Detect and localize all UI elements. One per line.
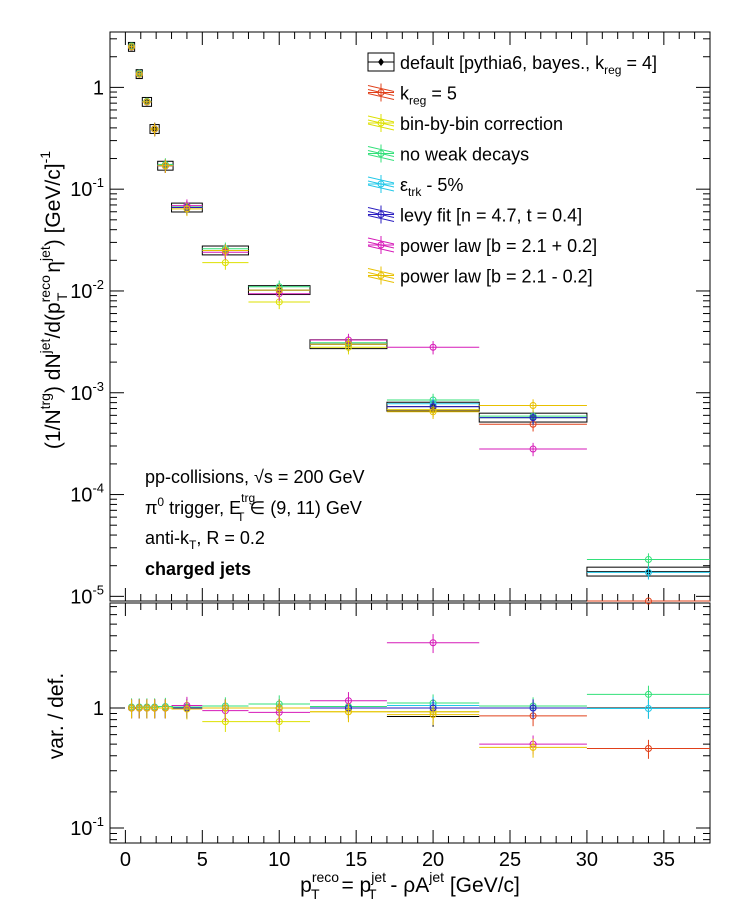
x-tick-label: 5 (197, 849, 208, 871)
legend-label: default [pythia6, bayes., kreg = 4] (400, 53, 657, 77)
legend-label: power law [b = 2.1 + 0.2] (400, 236, 597, 256)
data-point (151, 125, 159, 133)
data-point (429, 343, 437, 351)
legend-marker (378, 58, 384, 66)
data-point (161, 162, 169, 170)
data-point (183, 205, 191, 213)
data-point (644, 597, 652, 605)
x-tick-label: 0 (120, 849, 131, 871)
data-point (344, 340, 352, 348)
legend-label: levy fit [n = 4.7, t = 0.4] (400, 206, 582, 226)
upper-plot-frame (109, 31, 711, 602)
legend-label: no weak decays (400, 145, 529, 165)
data-point (143, 704, 151, 712)
data-point (161, 704, 169, 712)
data-point (529, 401, 537, 409)
y-tick-label: 10-2 (70, 277, 104, 303)
data-point (429, 408, 437, 416)
data-point (429, 639, 437, 647)
legend-marker (377, 89, 385, 96)
legend-marker (377, 180, 385, 188)
legend-entry: power law [b = 2.1 + 0.2] (367, 236, 597, 256)
upper-y-axis-label: (1/Ntrg) dNjet/d(precoT ηjet) [GeV/c]-1 (37, 151, 70, 449)
x-tick-label: 25 (499, 849, 521, 871)
legend-label: power law [b = 2.1 - 0.2] (400, 267, 593, 287)
legend-entry: no weak decays (367, 144, 529, 165)
y-tick-label: 10-5 (70, 582, 104, 608)
data-point (143, 98, 151, 106)
x-tick-label: 30 (576, 849, 598, 871)
data-point (529, 743, 537, 751)
data-point (221, 704, 229, 712)
data-point (644, 744, 652, 752)
data-point (221, 246, 229, 254)
legend-marker (377, 272, 385, 279)
series-7 (128, 43, 587, 419)
y-tick-label: 1 (93, 77, 104, 99)
data-point (275, 704, 283, 712)
data-point (221, 259, 229, 267)
series-6 (128, 634, 587, 755)
series-5 (128, 43, 587, 425)
data-point (644, 690, 652, 698)
data-point (429, 711, 437, 719)
y-tick-label: 10-4 (70, 481, 104, 507)
y-tick-label: 1 (93, 698, 104, 720)
legend-label: kreg = 5 (400, 84, 457, 108)
legend-entry: default [pythia6, bayes., kreg = 4] (367, 52, 657, 77)
data-point (644, 568, 652, 576)
legend-marker (377, 211, 385, 218)
annotation-collisions: pp-collisions, √s = 200 GeV (145, 467, 365, 487)
data-point (344, 708, 352, 716)
data-point (135, 704, 143, 712)
series-2 (128, 43, 587, 425)
annotation-trigger: π0 trigger, Etrg T ∈ (9, 11) GeV (145, 491, 362, 524)
x-tick-label: 35 (653, 849, 675, 871)
data-point (151, 704, 159, 712)
legend-label: bin-by-bin correction (400, 114, 563, 134)
legend-marker (377, 241, 385, 249)
legend-marker (377, 119, 385, 127)
legend-entry: power law [b = 2.1 - 0.2] (367, 266, 593, 287)
legend-entry: bin-by-bin correction (367, 114, 563, 134)
annotation-jet-type: charged jets (145, 559, 251, 579)
data-point (275, 286, 283, 294)
lower-plot-frame (109, 602, 711, 844)
legend-label: εtrk - 5% (400, 175, 463, 199)
y-tick-label: 10-3 (70, 379, 104, 405)
data-point (529, 414, 537, 422)
legend-marker (377, 150, 385, 157)
y-tick-label: 10-1 (70, 175, 104, 201)
y-tick-label: 10-1 (70, 814, 104, 840)
legend-entry: εtrk - 5% (367, 175, 463, 199)
x-axis-label: preco T = pjet T - ρAjet [GeV/c] (300, 869, 520, 902)
series-7 (128, 699, 587, 758)
data-point (529, 445, 537, 453)
legend-entry: levy fit [n = 4.7, t = 0.4] (367, 205, 582, 226)
data-point (135, 70, 143, 78)
data-point (183, 705, 191, 713)
data-point (644, 556, 652, 564)
series-3 (128, 685, 710, 718)
legend-entry: kreg = 5 (367, 83, 457, 108)
data-point (128, 43, 136, 51)
data-point (644, 705, 652, 713)
lower-y-axis-label: var. / def. (45, 673, 68, 759)
x-tick-label: 15 (345, 849, 367, 871)
x-tick-label: 10 (268, 849, 290, 871)
data-point (128, 704, 136, 712)
annotation-algorithm: anti-kT, R = 0.2 (145, 528, 265, 552)
x-tick-label: 20 (422, 849, 444, 871)
data-point (529, 704, 537, 712)
